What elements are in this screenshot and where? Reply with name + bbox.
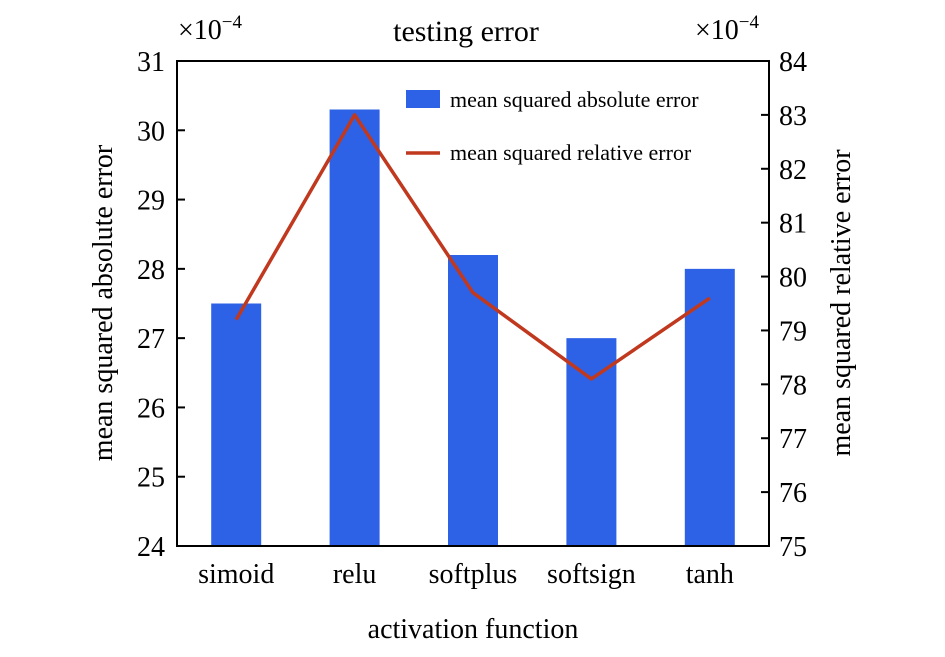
- left-tick-label: 26: [137, 393, 165, 424]
- left-tick-label: 27: [137, 324, 165, 355]
- legend: mean squared absolute error mean squared…: [406, 87, 699, 165]
- left-tick-label: 28: [137, 255, 165, 286]
- right-tick-label: 79: [779, 316, 807, 347]
- x-tick-label-softplus: softplus: [429, 559, 518, 590]
- right-axis-ticks: 75 76 77 78 79 80 81 82 83 84: [761, 47, 807, 563]
- legend-line-label: mean squared relative error: [450, 140, 692, 165]
- bar-softplus: [448, 255, 498, 546]
- x-axis-ticks: simoid relu softplus softsign tanh: [198, 559, 734, 590]
- y-axis-left-label: mean squared absolute error: [88, 144, 119, 461]
- right-tick-label: 78: [779, 370, 807, 401]
- chart-title: testing error: [393, 15, 539, 48]
- right-tick-label: 75: [779, 532, 807, 563]
- x-tick-label-simoid: simoid: [198, 559, 274, 590]
- bar-softsign: [566, 338, 617, 546]
- legend-bar-swatch: [406, 90, 440, 108]
- left-tick-label: 31: [137, 47, 165, 78]
- right-multiplier-base: ×10: [695, 15, 739, 46]
- left-tick-label: 24: [137, 532, 165, 563]
- x-tick-label-tanh: tanh: [686, 559, 734, 590]
- bar-series: [211, 109, 735, 546]
- left-tick-label: 25: [137, 463, 165, 494]
- bar-tanh: [684, 268, 735, 546]
- right-tick-label: 84: [779, 47, 807, 78]
- line-series-relative-error: [234, 113, 711, 381]
- plot-frame: [176, 60, 770, 547]
- left-multiplier: ×10−4: [178, 12, 243, 46]
- left-multiplier-exponent: −4: [222, 12, 243, 33]
- x-tick-label-softsign: softsign: [547, 559, 636, 590]
- left-multiplier-base: ×10: [178, 15, 222, 46]
- x-tick-label-relu: relu: [333, 559, 377, 590]
- right-tick-label: 83: [779, 101, 807, 132]
- right-multiplier-exponent: −4: [739, 12, 760, 33]
- right-tick-label: 82: [779, 155, 807, 186]
- right-tick-label: 80: [779, 263, 807, 294]
- legend-bar-label: mean squared absolute error: [450, 87, 699, 112]
- bar-simoid: [211, 303, 262, 546]
- right-tick-label: 77: [779, 424, 807, 455]
- y-axis-right-label: mean squared relative error: [826, 149, 857, 457]
- right-tick-label: 81: [779, 209, 807, 240]
- right-multiplier: ×10−4: [695, 12, 760, 46]
- left-axis-ticks: 24 25 26 27 28 29 30 31: [137, 47, 185, 563]
- left-tick-label: 29: [137, 186, 165, 217]
- left-tick-label: 30: [137, 116, 165, 147]
- x-axis-label: activation function: [368, 614, 579, 645]
- right-tick-label: 76: [779, 478, 807, 509]
- bar-relu: [329, 109, 380, 546]
